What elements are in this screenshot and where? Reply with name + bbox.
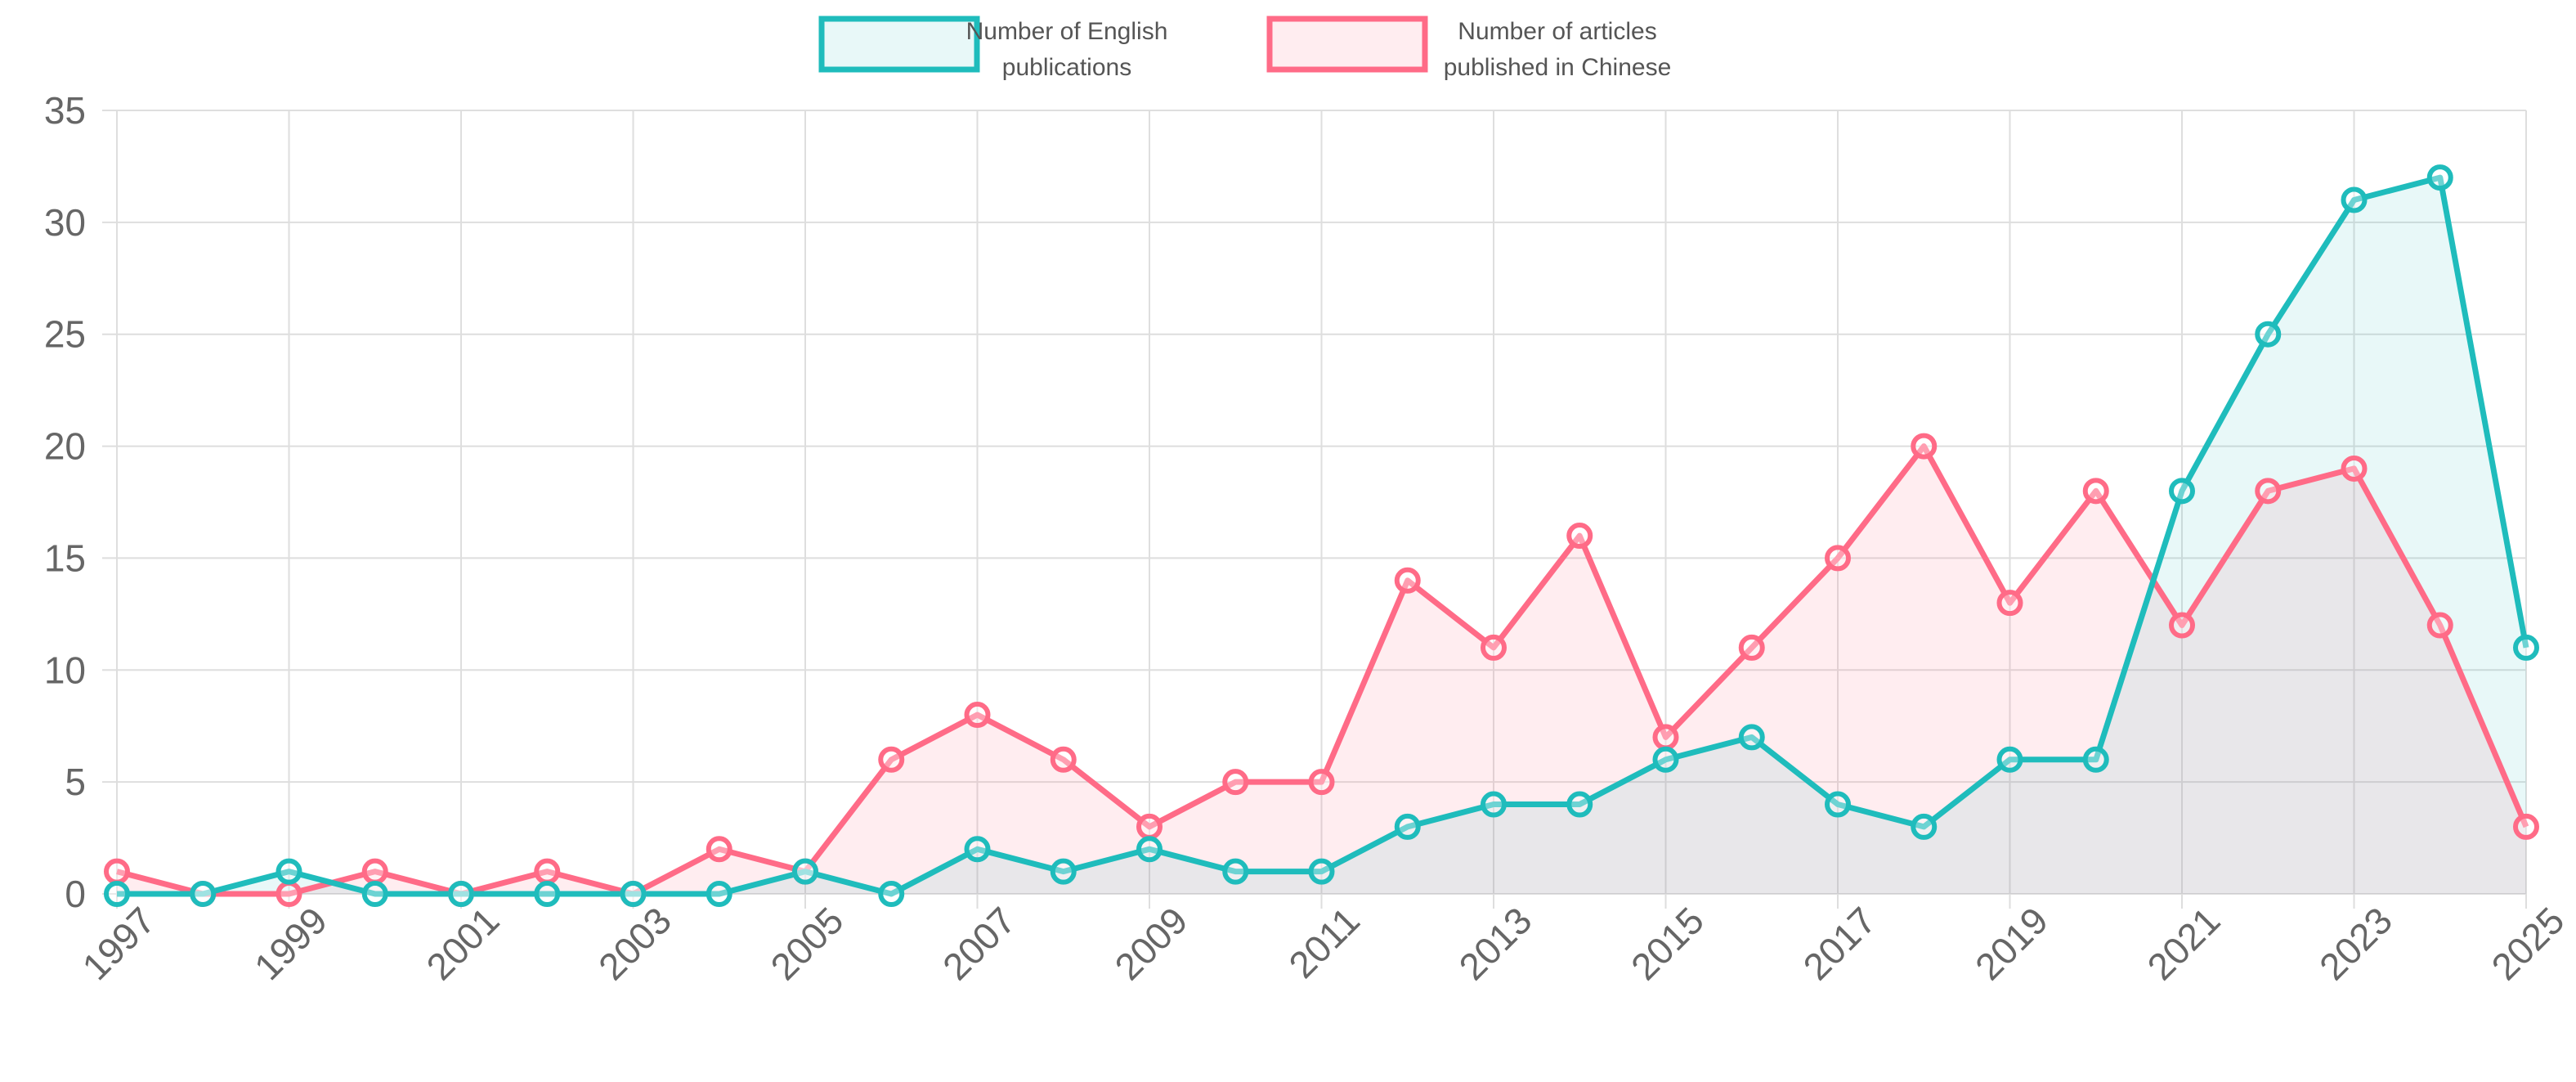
- series-area-0: [117, 177, 2526, 895]
- x-tick-label: 2011: [1280, 899, 1368, 986]
- x-tick-label: 2009: [1106, 899, 1195, 988]
- y-tick-label: 35: [44, 89, 86, 132]
- series-line-1: [116, 443, 2529, 897]
- x-tick-label: 2003: [590, 899, 679, 988]
- data-point-series-1[interactable]: [1394, 567, 1421, 594]
- data-point-series-0[interactable]: [190, 881, 217, 907]
- data-point-series-1[interactable]: [1996, 590, 2023, 617]
- x-tick-label: 1997: [74, 899, 163, 988]
- x-tick-label: 2017: [1794, 899, 1884, 988]
- data-point-series-1[interactable]: [1222, 769, 1249, 796]
- data-point-series-1[interactable]: [104, 858, 130, 885]
- data-point-series-1[interactable]: [1050, 746, 1077, 773]
- data-point-series-0[interactable]: [1050, 858, 1077, 885]
- legend-label-english-line2: publications: [1002, 54, 1131, 81]
- data-point-series-0[interactable]: [878, 881, 905, 907]
- y-tick-label: 15: [44, 537, 86, 579]
- data-point-series-1[interactable]: [2082, 478, 2109, 505]
- data-point-series-0[interactable]: [1652, 746, 1679, 773]
- data-point-series-1[interactable]: [2341, 455, 2368, 482]
- data-point-series-1[interactable]: [964, 702, 991, 729]
- series-area-1: [117, 446, 2526, 894]
- y-axis-ticks: 0 5 10 15 20 25 30 35: [44, 89, 86, 915]
- x-tick-label: 2013: [1450, 899, 1539, 988]
- legend-item-chinese[interactable]: Number of articles published in Chinese: [1266, 16, 1672, 81]
- x-tick-label: 2021: [2139, 899, 2228, 988]
- series-lines: [116, 174, 2529, 897]
- x-tick-label: 2015: [1623, 899, 1712, 988]
- x-tick-label: 2023: [2311, 899, 2400, 988]
- data-point-series-0[interactable]: [1222, 858, 1249, 885]
- y-tick-label: 0: [65, 873, 86, 915]
- x-tick-label: 2007: [934, 899, 1024, 988]
- data-point-series-0[interactable]: [1738, 724, 1765, 751]
- data-point-series-1[interactable]: [1136, 813, 1163, 840]
- legend-item-english[interactable]: Number of English publications: [818, 16, 1168, 81]
- y-tick-label: 5: [65, 761, 86, 803]
- data-point-series-1[interactable]: [1738, 634, 1765, 661]
- x-tick-label: 1999: [246, 899, 335, 988]
- x-tick-label: 2005: [762, 899, 851, 988]
- data-point-series-0[interactable]: [361, 881, 388, 907]
- data-point-series-0[interactable]: [2513, 634, 2539, 661]
- data-point-series-0[interactable]: [1566, 791, 1593, 818]
- data-point-series-0[interactable]: [534, 881, 561, 907]
- data-point-series-0[interactable]: [1481, 791, 1507, 818]
- x-tick-label: 2025: [2483, 899, 2572, 988]
- data-point-series-1[interactable]: [706, 836, 732, 863]
- legend-swatch-chinese: [1266, 16, 1428, 73]
- y-tick-label: 30: [44, 201, 86, 244]
- data-point-series-1[interactable]: [878, 746, 905, 773]
- data-point-series-0[interactable]: [1825, 791, 1851, 818]
- legend-label-chinese-line1: Number of articles: [1458, 18, 1656, 45]
- data-point-series-1[interactable]: [2169, 612, 2195, 639]
- data-point-series-1[interactable]: [1566, 523, 1593, 550]
- x-axis-ticks: 1997 1999 2001 2003 2005 2007 2009 2011 2013 2015…: [74, 899, 2572, 988]
- x-tick-label: 2019: [1967, 899, 2056, 988]
- data-point-series-1[interactable]: [534, 858, 561, 885]
- data-point-series-0[interactable]: [620, 881, 647, 907]
- data-point-series-0[interactable]: [1394, 813, 1421, 840]
- data-point-series-0[interactable]: [2082, 746, 2109, 773]
- data-point-series-1[interactable]: [2255, 478, 2282, 505]
- data-point-series-1[interactable]: [2426, 612, 2453, 639]
- data-point-series-1[interactable]: [1481, 634, 1507, 661]
- legend-label-chinese-line2: published in Chinese: [1444, 54, 1672, 81]
- series-line-0: [117, 174, 2529, 897]
- legend: Number of English publications Number of…: [818, 16, 1672, 81]
- series-fills: [117, 177, 2526, 895]
- data-point-series-0[interactable]: [706, 881, 732, 907]
- data-point-series-1[interactable]: [1825, 545, 1851, 572]
- data-point-series-0[interactable]: [448, 881, 474, 907]
- data-point-series-0[interactable]: [1911, 813, 1938, 840]
- y-tick-label: 20: [44, 425, 86, 468]
- data-point-series-0[interactable]: [2341, 186, 2368, 213]
- data-point-series-0[interactable]: [1308, 858, 1335, 885]
- data-point-series-1[interactable]: [361, 858, 388, 885]
- y-tick-label: 10: [44, 649, 86, 691]
- series-points: [104, 164, 2539, 907]
- y-tick-label: 25: [44, 313, 86, 356]
- data-point-series-0[interactable]: [2255, 321, 2282, 348]
- data-point-series-0[interactable]: [964, 836, 991, 863]
- data-point-series-0[interactable]: [792, 858, 818, 885]
- data-point-series-1[interactable]: [1652, 724, 1679, 751]
- data-point-series-0[interactable]: [1996, 746, 2023, 773]
- legend-label-english-line1: Number of English: [966, 18, 1168, 45]
- data-point-series-0[interactable]: [2169, 478, 2195, 505]
- data-point-series-1[interactable]: [2513, 813, 2539, 840]
- legend-swatch-english: [818, 16, 980, 73]
- data-point-series-0[interactable]: [104, 881, 130, 907]
- data-point-series-0[interactable]: [2426, 164, 2453, 191]
- data-point-series-1[interactable]: [1308, 769, 1335, 796]
- data-point-series-1[interactable]: [1911, 433, 1938, 460]
- data-point-series-1[interactable]: [276, 881, 302, 907]
- data-point-series-0[interactable]: [1136, 836, 1163, 863]
- data-point-series-0[interactable]: [276, 858, 302, 885]
- x-tick-label: 2001: [418, 899, 507, 988]
